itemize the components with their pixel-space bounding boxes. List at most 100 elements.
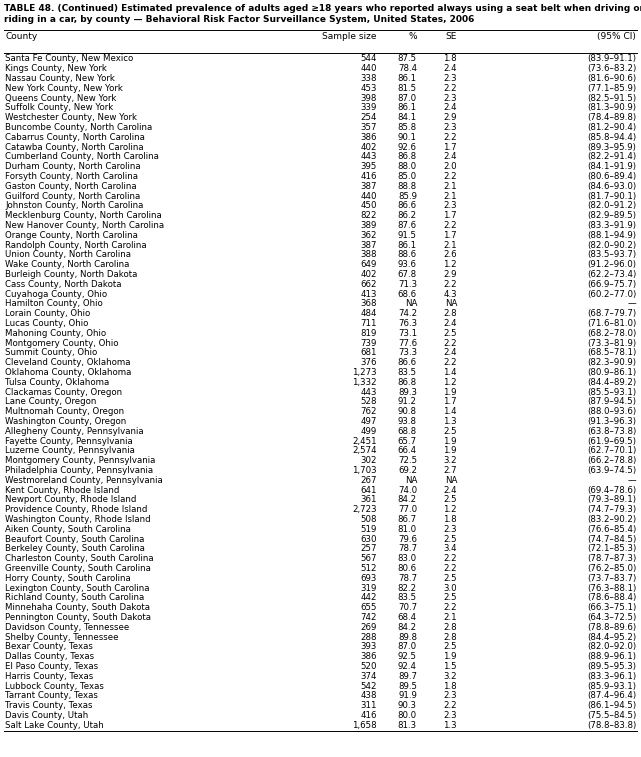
Text: (84.4–95.2): (84.4–95.2) (587, 633, 636, 642)
Text: 92.6: 92.6 (398, 142, 417, 151)
Text: 77.6: 77.6 (398, 338, 417, 347)
Text: Newport County, Rhode Island: Newport County, Rhode Island (5, 495, 137, 504)
Text: 2.1: 2.1 (444, 613, 457, 622)
Text: 89.3: 89.3 (398, 388, 417, 397)
Text: (78.6–88.4): (78.6–88.4) (587, 593, 636, 603)
Text: 288: 288 (360, 633, 377, 642)
Text: SE: SE (445, 32, 457, 41)
Text: 387: 387 (360, 241, 377, 250)
Text: 1,273: 1,273 (353, 368, 377, 377)
Text: (83.3–96.1): (83.3–96.1) (587, 671, 636, 681)
Text: 1,332: 1,332 (353, 378, 377, 387)
Text: 362: 362 (360, 231, 377, 240)
Text: 81.3: 81.3 (398, 721, 417, 730)
Text: 440: 440 (360, 64, 377, 73)
Text: (89.5–95.3): (89.5–95.3) (587, 662, 636, 671)
Text: 357: 357 (360, 123, 377, 132)
Text: (74.7–84.5): (74.7–84.5) (587, 534, 636, 544)
Text: 71.3: 71.3 (398, 280, 417, 289)
Text: (62.2–73.4): (62.2–73.4) (587, 270, 636, 279)
Text: 339: 339 (361, 104, 377, 112)
Text: Richland County, South Carolina: Richland County, South Carolina (5, 593, 144, 603)
Text: %: % (408, 32, 417, 41)
Text: 1,658: 1,658 (353, 721, 377, 730)
Text: (64.3–72.5): (64.3–72.5) (587, 613, 636, 622)
Text: 68.6: 68.6 (398, 290, 417, 298)
Text: (78.8–83.8): (78.8–83.8) (587, 721, 636, 730)
Text: 4.3: 4.3 (444, 290, 457, 298)
Text: 1,703: 1,703 (353, 466, 377, 475)
Text: (63.8–73.8): (63.8–73.8) (587, 427, 636, 436)
Text: (66.9–75.7): (66.9–75.7) (587, 280, 636, 289)
Text: 499: 499 (361, 427, 377, 436)
Text: Allegheny County, Pennsylvania: Allegheny County, Pennsylvania (5, 427, 144, 436)
Text: 78.7: 78.7 (398, 544, 417, 553)
Text: 387: 387 (360, 182, 377, 191)
Text: Aiken County, South Carolina: Aiken County, South Carolina (5, 525, 131, 534)
Text: Davidson County, Tennessee: Davidson County, Tennessee (5, 623, 129, 632)
Text: 2.5: 2.5 (444, 534, 457, 544)
Text: (81.7–90.1): (81.7–90.1) (587, 192, 636, 201)
Text: (88.1–94.9): (88.1–94.9) (587, 231, 636, 240)
Text: 319: 319 (361, 584, 377, 593)
Text: (81.3–90.9): (81.3–90.9) (587, 104, 636, 112)
Text: 83.5: 83.5 (398, 368, 417, 377)
Text: (87.4–96.4): (87.4–96.4) (587, 691, 636, 700)
Text: 641: 641 (360, 485, 377, 494)
Text: Salt Lake County, Utah: Salt Lake County, Utah (5, 721, 104, 730)
Text: 1.2: 1.2 (444, 378, 457, 387)
Text: 368: 368 (360, 300, 377, 308)
Text: 2.2: 2.2 (444, 554, 457, 563)
Text: 2.4: 2.4 (444, 152, 457, 161)
Text: 395: 395 (361, 162, 377, 171)
Text: 65.7: 65.7 (398, 437, 417, 446)
Text: Minnehaha County, South Dakota: Minnehaha County, South Dakota (5, 603, 150, 612)
Text: 85.9: 85.9 (398, 192, 417, 201)
Text: (85.5–93.1): (85.5–93.1) (587, 388, 636, 397)
Text: 512: 512 (360, 564, 377, 573)
Text: 84.1: 84.1 (398, 114, 417, 122)
Text: 257: 257 (360, 544, 377, 553)
Text: (86.1–94.5): (86.1–94.5) (587, 701, 636, 710)
Text: 74.0: 74.0 (398, 485, 417, 494)
Text: (78.8–89.6): (78.8–89.6) (587, 623, 636, 632)
Text: (78.7–87.3): (78.7–87.3) (587, 554, 636, 563)
Text: (85.8–94.4): (85.8–94.4) (587, 132, 636, 142)
Text: 528: 528 (360, 397, 377, 407)
Text: 67.8: 67.8 (398, 270, 417, 279)
Text: 1.7: 1.7 (444, 142, 457, 151)
Text: Cabarrus County, North Carolina: Cabarrus County, North Carolina (5, 132, 145, 142)
Text: 2.2: 2.2 (444, 132, 457, 142)
Text: 2.3: 2.3 (444, 74, 457, 83)
Text: Wake County, North Carolina: Wake County, North Carolina (5, 260, 129, 269)
Text: (74.7–79.3): (74.7–79.3) (587, 505, 636, 514)
Text: Montgomery County, Pennsylvania: Montgomery County, Pennsylvania (5, 456, 155, 466)
Text: Washington County, Rhode Island: Washington County, Rhode Island (5, 515, 151, 524)
Text: 86.1: 86.1 (398, 241, 417, 250)
Text: 74.2: 74.2 (398, 309, 417, 318)
Text: 68.4: 68.4 (398, 613, 417, 622)
Text: Suffolk County, New York: Suffolk County, New York (5, 104, 113, 112)
Text: 2.3: 2.3 (444, 691, 457, 700)
Text: 739: 739 (361, 338, 377, 347)
Text: 1.4: 1.4 (444, 368, 457, 377)
Text: Tarrant County, Texas: Tarrant County, Texas (5, 691, 98, 700)
Text: Lorain County, Ohio: Lorain County, Ohio (5, 309, 90, 318)
Text: NA: NA (404, 476, 417, 484)
Text: (82.5–91.5): (82.5–91.5) (587, 94, 636, 103)
Text: 2.5: 2.5 (444, 427, 457, 436)
Text: (61.9–69.5): (61.9–69.5) (587, 437, 636, 446)
Text: Durham County, North Carolina: Durham County, North Carolina (5, 162, 140, 171)
Text: 80.0: 80.0 (398, 711, 417, 720)
Text: 76.3: 76.3 (398, 319, 417, 328)
Text: NA: NA (445, 300, 457, 308)
Text: 520: 520 (360, 662, 377, 671)
Text: 1.2: 1.2 (444, 505, 457, 514)
Text: —: — (628, 476, 636, 484)
Text: Charleston County, South Carolina: Charleston County, South Carolina (5, 554, 154, 563)
Text: 91.9: 91.9 (398, 691, 417, 700)
Text: 72.5: 72.5 (398, 456, 417, 466)
Text: (76.3–88.1): (76.3–88.1) (587, 584, 636, 593)
Text: 81.0: 81.0 (398, 525, 417, 534)
Text: TABLE 48. (Continued) Estimated prevalence of adults aged ≥18 years who reported: TABLE 48. (Continued) Estimated prevalen… (4, 4, 641, 13)
